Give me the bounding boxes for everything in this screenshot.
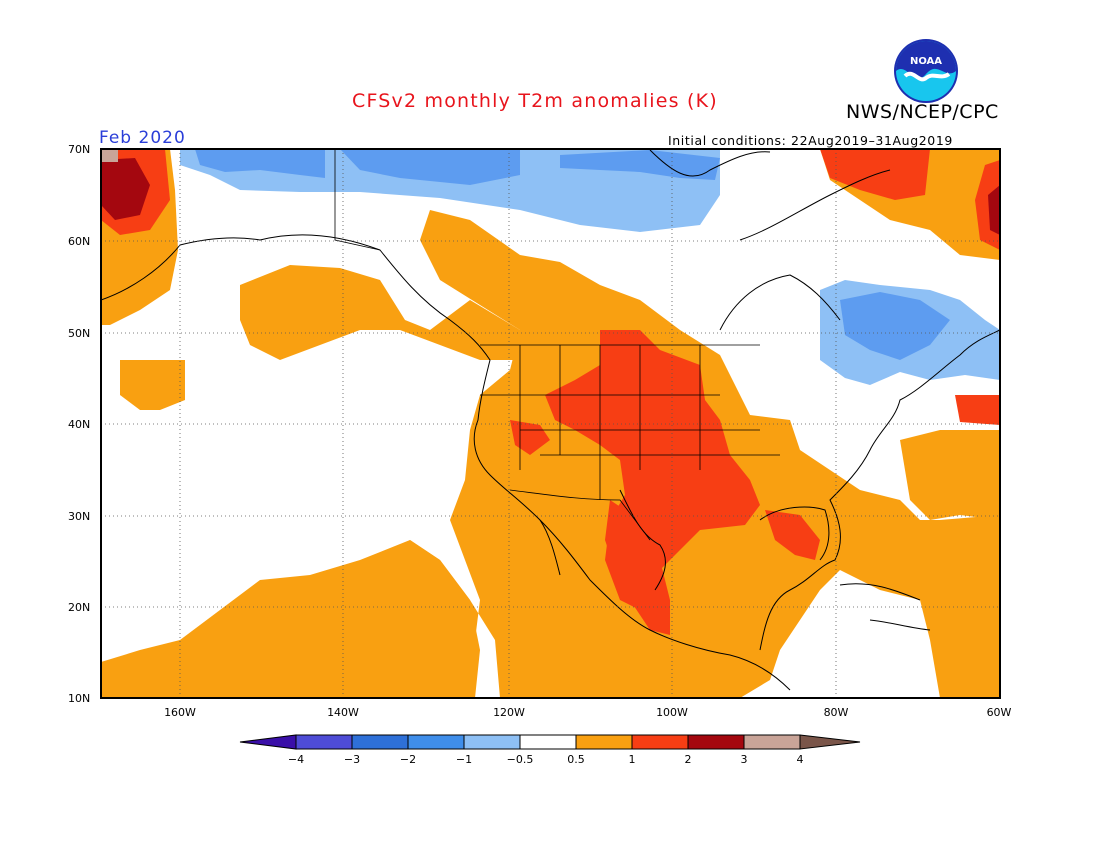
anomaly-pos05-west-canada [101, 210, 1000, 698]
colorbar-bin [351, 734, 409, 750]
anomaly-pos1-southeast [765, 510, 820, 560]
anomaly-pos05-east-atl [900, 430, 1000, 520]
colorbar-label: −2 [400, 753, 416, 766]
anomaly-neg1-hudson-core [840, 292, 950, 360]
lat-label-40n: 40N [68, 418, 90, 431]
anomaly-neg1-arctic-b [340, 149, 520, 185]
anomaly-pos2-ne-edge [988, 185, 1000, 235]
colorbar-label: −1 [456, 753, 472, 766]
lon-label-80w: 80W [824, 706, 849, 719]
colorbar-bin [631, 734, 689, 750]
logo-text: NOAA [910, 56, 942, 67]
lat-label-60n: 60N [68, 235, 90, 248]
colorbar-label: 2 [685, 753, 692, 766]
anomaly-pos3-corner [101, 149, 118, 162]
lon-label-160w: 160W [164, 706, 196, 719]
colorbar-bin [743, 734, 801, 750]
colorbar-label: −0.5 [507, 753, 534, 766]
colorbar-bin [687, 734, 745, 750]
noaa-logo-icon: NOAA [894, 39, 958, 103]
anomaly-field [101, 149, 1000, 698]
anomaly-pos1-mexico [605, 500, 670, 635]
colorbar-arrow-right [799, 734, 861, 750]
lon-label-120w: 120W [493, 706, 525, 719]
anomaly-pos1-atlantic [955, 395, 1000, 425]
colorbar-arrow-left [239, 734, 297, 750]
colorbar-bin [407, 734, 465, 750]
valid-month-label: Feb 2020 [99, 128, 186, 148]
anomaly-pos05-east-pacific [101, 540, 480, 698]
lat-label-30n: 30N [68, 510, 90, 523]
anomaly-pos05-pacific-ne [240, 265, 520, 360]
colorbar-label: 1 [629, 753, 636, 766]
agency-label: NWS/NCEP/CPC [846, 101, 999, 123]
colorbar-bin [519, 734, 577, 750]
anomaly-neg1-arctic-c [560, 150, 720, 180]
anomaly-neg1-arctic-a [195, 149, 325, 178]
map-frame [100, 148, 1001, 699]
initial-conditions-label: Initial conditions: 22Aug2019–31Aug2019 [668, 133, 953, 148]
lat-label-20n: 20N [68, 601, 90, 614]
colorbar-label: 0.5 [567, 753, 585, 766]
lon-label-140w: 140W [327, 706, 359, 719]
lat-label-10n: 10N [68, 692, 90, 705]
lat-label-70n: 70N [68, 143, 90, 156]
anomaly-pos05-nw-block [120, 360, 185, 410]
chart-title: CFSv2 monthly T2m anomalies (K) [352, 90, 718, 112]
lon-label-100w: 100W [656, 706, 688, 719]
colorbar-bin [575, 734, 633, 750]
lon-label-60w: 60W [987, 706, 1012, 719]
lat-label-50n: 50N [68, 327, 90, 340]
colorbar-bin [295, 734, 353, 750]
anomaly-pos1-central-us [545, 330, 760, 610]
anomaly-pos2-siberia [101, 158, 150, 220]
colorbar-label: 4 [797, 753, 804, 766]
borders [334, 149, 780, 541]
colorbar-bin [463, 734, 521, 750]
colorbar-label: 3 [741, 753, 748, 766]
colorbar-label: −4 [288, 753, 304, 766]
coastlines [101, 149, 1000, 691]
colorbar-label: −3 [344, 753, 360, 766]
